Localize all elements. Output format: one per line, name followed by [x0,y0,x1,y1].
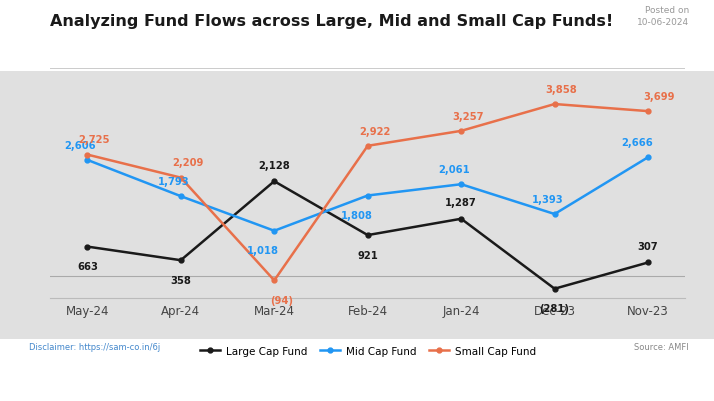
Text: 1,808: 1,808 [341,211,373,221]
Text: 3,257: 3,257 [453,111,484,121]
Text: 2,128: 2,128 [258,160,290,170]
Text: 358: 358 [171,275,191,285]
Text: (94): (94) [270,295,293,305]
Text: 2,725: 2,725 [79,135,110,145]
Text: 2,922: 2,922 [359,126,391,136]
Text: Source: AMFI: Source: AMFI [634,342,689,350]
Text: 921: 921 [357,250,378,260]
Text: Posted on
10-06-2024: Posted on 10-06-2024 [637,6,689,27]
Text: 3,699: 3,699 [643,91,675,101]
Text: 2,666: 2,666 [621,138,653,148]
Text: 2,061: 2,061 [438,164,470,174]
Legend: Large Cap Fund, Mid Cap Fund, Small Cap Fund: Large Cap Fund, Mid Cap Fund, Small Cap … [196,342,540,360]
Text: 1,793: 1,793 [158,176,190,186]
Text: 1,287: 1,287 [446,198,477,208]
Text: (281): (281) [540,304,570,313]
Text: #SAMSHOTS: #SAMSHOTS [21,371,111,389]
Text: 1,393: 1,393 [532,194,563,204]
Text: Analyzing Fund Flows across Large, Mid and Small Cap Funds!: Analyzing Fund Flows across Large, Mid a… [50,14,613,29]
Text: 663: 663 [77,261,98,271]
Text: Disclaimer: https://sam-co.in/6j: Disclaimer: https://sam-co.in/6j [29,342,160,350]
Text: 2,209: 2,209 [172,158,203,168]
Text: 2,606: 2,606 [64,140,96,150]
Text: 1,018: 1,018 [247,245,279,255]
Text: 3,858: 3,858 [545,85,578,95]
Text: 307: 307 [638,241,658,251]
Text: ×SAMCO: ×SAMCO [611,371,693,389]
